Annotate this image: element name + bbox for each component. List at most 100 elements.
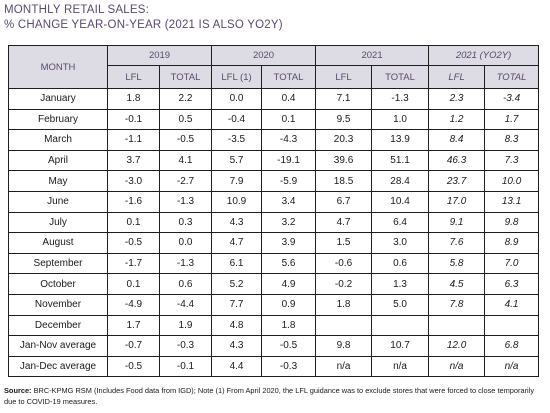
value-cell: 4.9 bbox=[261, 273, 317, 295]
header-row-years: MONTH 2019 2020 2021 2021 (YO2Y) bbox=[8, 45, 540, 89]
value-cell: 7.9 bbox=[211, 170, 263, 192]
source-text: BRC-KPMG RSM (Includes Food data from IG… bbox=[4, 386, 535, 406]
value-cell: 0.0 bbox=[211, 88, 263, 110]
table-row: November -4.9 -4.4 7.7 0.9 1.8 5.0 7.8 4.1 bbox=[8, 293, 540, 316]
subheader-lfl: LFL bbox=[107, 65, 160, 89]
value-cell: 0.1 bbox=[107, 211, 160, 234]
value-cell: -0.1 bbox=[158, 355, 213, 378]
value-cell: 0.4 bbox=[261, 88, 317, 110]
value-cell: -1.1 bbox=[107, 129, 160, 151]
month-cell: July bbox=[8, 211, 108, 234]
value-cell: 8.9 bbox=[484, 232, 540, 254]
value-cell: 4.3 bbox=[211, 211, 263, 234]
value-cell: -4.3 bbox=[261, 129, 317, 151]
value-cell bbox=[484, 314, 540, 337]
source-label: Source: bbox=[4, 386, 32, 395]
table-row: February -0.1 0.5 -0.4 0.1 9.5 1.0 1.2 1.7 bbox=[8, 108, 540, 131]
value-cell: 6.4 bbox=[371, 211, 430, 234]
value-cell: 1.9 bbox=[158, 314, 213, 337]
value-cell: 2.3 bbox=[428, 88, 486, 110]
month-header: MONTH bbox=[8, 45, 108, 89]
value-cell: -1.7 bbox=[107, 252, 160, 275]
year-header-2019: 2019 bbox=[106, 45, 213, 66]
value-cell: -0.1 bbox=[107, 108, 160, 131]
value-cell: 1.8 bbox=[107, 88, 160, 110]
value-cell: 4.3 bbox=[211, 335, 263, 357]
month-cell: November bbox=[8, 293, 108, 316]
value-cell: 5.6 bbox=[261, 252, 317, 275]
value-cell: -3.4 bbox=[484, 88, 540, 110]
value-cell: 0.6 bbox=[371, 252, 430, 275]
value-cell: 1.7 bbox=[107, 314, 160, 337]
month-cell: September bbox=[8, 252, 108, 275]
value-cell: -19.1 bbox=[261, 149, 317, 172]
value-cell: 12.0 bbox=[428, 335, 486, 357]
value-cell: 4.1 bbox=[484, 293, 540, 316]
value-cell: 4.4 bbox=[211, 355, 263, 378]
value-cell: 4.5 bbox=[428, 273, 486, 295]
value-cell: 7.1 bbox=[315, 88, 373, 110]
table-row: January 1.8 2.2 0.0 0.4 7.1 -1.3 2.3 -3.4 bbox=[8, 88, 540, 110]
month-cell: January bbox=[8, 88, 108, 110]
month-cell: August bbox=[8, 232, 108, 254]
table-row: August -0.5 0.0 4.7 3.9 1.5 3.0 7.6 8.9 bbox=[8, 232, 540, 254]
value-cell: -4.9 bbox=[107, 293, 160, 316]
value-cell: 3.9 bbox=[261, 232, 317, 254]
value-cell: 8.4 bbox=[428, 129, 486, 151]
value-cell: 1.0 bbox=[371, 108, 430, 131]
value-cell: 1.8 bbox=[261, 314, 317, 337]
value-cell: 0.5 bbox=[158, 108, 213, 131]
table-row: Jan-Nov average -0.7 -0.3 4.3 -0.5 9.8 10.7 12.… bbox=[8, 335, 540, 357]
value-cell: -0.2 bbox=[315, 273, 373, 295]
value-cell: -1.6 bbox=[107, 190, 160, 213]
table-row: October 0.1 0.6 5.2 4.9 -0.2 1.3 4.5 6.3 bbox=[8, 273, 540, 295]
value-cell: -0.5 bbox=[107, 232, 160, 254]
value-cell: 0.6 bbox=[158, 273, 213, 295]
value-cell: 4.7 bbox=[211, 232, 263, 254]
value-cell: 3.4 bbox=[261, 190, 317, 213]
value-cell: 46.3 bbox=[428, 149, 486, 172]
value-cell: 1.5 bbox=[315, 232, 373, 254]
value-cell: 3.0 bbox=[371, 232, 430, 254]
value-cell: -0.7 bbox=[107, 335, 160, 357]
value-cell: -1.3 bbox=[158, 190, 213, 213]
value-cell: 5.7 bbox=[211, 149, 263, 172]
value-cell: 7.0 bbox=[484, 252, 540, 275]
value-cell: 1.2 bbox=[428, 108, 486, 131]
subheader-lfl: LFL (1) bbox=[211, 65, 263, 89]
value-cell: -0.4 bbox=[211, 108, 263, 131]
value-cell: 4.8 bbox=[211, 314, 263, 337]
source-note: Source: BRC-KPMG RSM (Includes Food data… bbox=[4, 386, 546, 407]
value-cell: 6.3 bbox=[484, 273, 540, 295]
table-row: March -1.1 -0.5 -3.5 -4.3 20.3 13.9 8.4 8.3 bbox=[8, 129, 540, 151]
value-cell: 1.8 bbox=[315, 293, 373, 316]
value-cell: 10.4 bbox=[371, 190, 430, 213]
table-row: April 3.7 4.1 5.7 -19.1 39.6 51.1 46.3 7.3 bbox=[8, 149, 540, 172]
table-row: December 1.7 1.9 4.8 1.8 bbox=[8, 314, 540, 337]
value-cell: 10.0 bbox=[484, 170, 540, 192]
value-cell: 7.3 bbox=[484, 149, 540, 172]
value-cell: 9.1 bbox=[428, 211, 486, 234]
month-cell: October bbox=[8, 273, 108, 295]
value-cell: -5.9 bbox=[261, 170, 317, 192]
value-cell: 5.0 bbox=[371, 293, 430, 316]
value-cell: -1.3 bbox=[158, 252, 213, 275]
table-row: June -1.6 -1.3 10.9 3.4 6.7 10.4 17.0 13.1 bbox=[8, 190, 540, 213]
value-cell: 4.7 bbox=[315, 211, 373, 234]
value-cell: 3.7 bbox=[107, 149, 160, 172]
value-cell: 1.3 bbox=[371, 273, 430, 295]
value-cell: 39.6 bbox=[315, 149, 373, 172]
table-row: Jan-Dec average -0.5 -0.1 4.4 -0.3 n/a n/a n/a n… bbox=[8, 355, 540, 378]
year-header-2021-yo2y: 2021 (YO2Y) bbox=[428, 45, 540, 66]
value-cell: 51.1 bbox=[371, 149, 430, 172]
value-cell: 23.7 bbox=[428, 170, 486, 192]
value-cell: 0.0 bbox=[158, 232, 213, 254]
month-cell: April bbox=[8, 149, 108, 172]
value-cell: n/a bbox=[315, 355, 373, 378]
value-cell: 5.8 bbox=[428, 252, 486, 275]
value-cell: -4.4 bbox=[158, 293, 213, 316]
value-cell: 2.2 bbox=[158, 88, 213, 110]
retail-sales-table: MONTH 2019 2020 2021 2021 (YO2Y) LFL TOT… bbox=[8, 45, 540, 378]
value-cell: 8.3 bbox=[484, 129, 540, 151]
month-cell: Jan-Nov average bbox=[8, 335, 108, 357]
